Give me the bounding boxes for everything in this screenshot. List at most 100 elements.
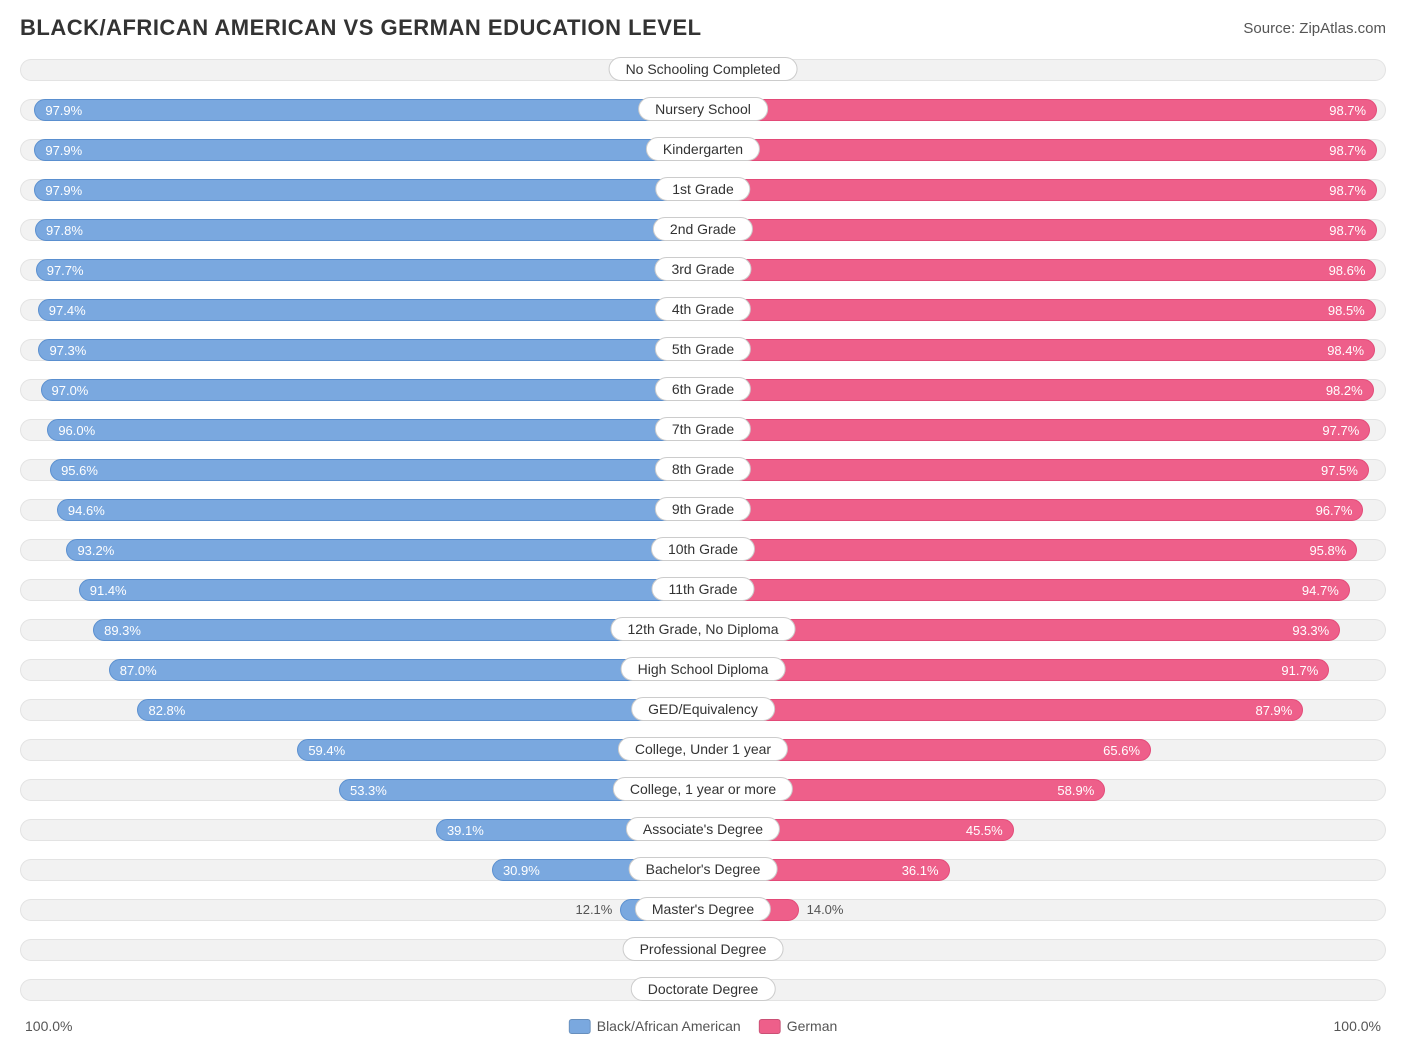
bar-right: 98.4% <box>703 339 1375 361</box>
category-label: Kindergarten <box>646 137 760 161</box>
category-label: Nursery School <box>638 97 768 121</box>
bar-left: 97.4% <box>38 299 703 321</box>
bar-left: 97.3% <box>38 339 703 361</box>
chart-row: 96.0%97.7%7th Grade <box>20 413 1386 447</box>
bar-right: 98.7% <box>703 179 1377 201</box>
bar-right: 98.7% <box>703 139 1377 161</box>
bar-left-value: 97.8% <box>46 223 83 238</box>
legend-item-left: Black/African American <box>569 1018 741 1034</box>
category-label: 1st Grade <box>655 177 750 201</box>
category-label: Bachelor's Degree <box>629 857 778 881</box>
legend-label-left: Black/African American <box>597 1018 741 1034</box>
track-right <box>703 899 1386 921</box>
bar-left: 97.9% <box>34 179 703 201</box>
bar-left: 93.2% <box>66 539 703 561</box>
chart-row: 53.3%58.9%College, 1 year or more <box>20 773 1386 807</box>
bar-right-value: 98.6% <box>1329 263 1366 278</box>
bar-left-value: 97.9% <box>45 103 82 118</box>
bar-right-value: 98.2% <box>1326 383 1363 398</box>
axis-right-max: 100.0% <box>1334 1018 1381 1034</box>
bar-right: 97.5% <box>703 459 1369 481</box>
bar-left: 95.6% <box>50 459 703 481</box>
track-left <box>20 979 703 1001</box>
bar-left-value: 30.9% <box>503 863 540 878</box>
bar-right: 87.9% <box>703 699 1303 721</box>
chart-row: 97.9% 98.7% 1st Grade <box>20 173 1386 207</box>
bar-right: 97.7% <box>703 419 1370 441</box>
chart-row: 82.8%87.9%GED/Equivalency <box>20 693 1386 727</box>
bar-right: 94.7% <box>703 579 1350 601</box>
legend-label-right: German <box>787 1018 838 1034</box>
bar-right-value: 97.5% <box>1321 463 1358 478</box>
track-left <box>20 59 703 81</box>
category-label: Associate's Degree <box>626 817 780 841</box>
category-label: 6th Grade <box>655 377 751 401</box>
chart-row: 97.9%98.7%Kindergarten <box>20 133 1386 167</box>
track-right <box>703 59 1386 81</box>
bar-left: 97.7% <box>36 259 703 281</box>
chart-row: 89.3%93.3%12th Grade, No Diploma <box>20 613 1386 647</box>
chart-row: 12.1%14.0%Master's Degree <box>20 893 1386 927</box>
category-label: 2nd Grade <box>653 217 753 241</box>
bar-right-value: 98.7% <box>1329 223 1366 238</box>
category-label: 8th Grade <box>655 457 751 481</box>
category-label: Doctorate Degree <box>631 977 776 1001</box>
bar-left-value: 94.6% <box>68 503 105 518</box>
category-label: Master's Degree <box>635 897 771 921</box>
track-left <box>20 939 703 961</box>
category-label: 11th Grade <box>651 577 754 601</box>
bar-right-value: 98.7% <box>1329 143 1366 158</box>
bar-left-value: 82.8% <box>148 703 185 718</box>
bar-left-value: 97.9% <box>45 183 82 198</box>
bar-right-value: 98.7% <box>1329 183 1366 198</box>
chart-title: BLACK/AFRICAN AMERICAN VS GERMAN EDUCATI… <box>20 15 702 41</box>
axis-left-max: 100.0% <box>25 1018 72 1034</box>
category-label: 7th Grade <box>655 417 751 441</box>
bar-right-value: 36.1% <box>902 863 939 878</box>
legend-swatch-left <box>569 1019 591 1034</box>
source-name: ZipAtlas.com <box>1299 20 1386 37</box>
chart-row: 95.6% 97.5% 8th Grade <box>20 453 1386 487</box>
bar-right-value: 91.7% <box>1281 663 1318 678</box>
chart-footer: 100.0% Black/African American German 100… <box>15 1013 1391 1034</box>
chart-row: 97.9% 98.7% Nursery School <box>20 93 1386 127</box>
chart-row: 94.6% 96.7% 9th Grade <box>20 493 1386 527</box>
bar-right-value: 98.4% <box>1327 343 1364 358</box>
chart-source: Source: ZipAtlas.com <box>1243 20 1386 37</box>
category-label: 5th Grade <box>655 337 751 361</box>
chart-row: 93.2% 95.8% 10th Grade <box>20 533 1386 567</box>
bar-left: 91.4% <box>79 579 703 601</box>
bar-left-value: 97.4% <box>49 303 86 318</box>
bar-right-value: 45.5% <box>966 823 1003 838</box>
bar-left-value: 87.0% <box>120 663 157 678</box>
bar-right: 98.2% <box>703 379 1374 401</box>
category-label: 9th Grade <box>655 497 751 521</box>
bar-left-value: 93.2% <box>77 543 114 558</box>
bar-left-value: 95.6% <box>61 463 98 478</box>
bar-right-value: 98.7% <box>1329 103 1366 118</box>
bar-right-value: 14.0% <box>807 899 844 921</box>
bar-right: 98.7% <box>703 99 1377 121</box>
bar-right-value: 94.7% <box>1302 583 1339 598</box>
bar-left-value: 97.0% <box>52 383 89 398</box>
bar-left: 94.6% <box>57 499 703 521</box>
bar-right-value: 95.8% <box>1309 543 1346 558</box>
chart-row: 39.1% 45.5% Associate's Degree <box>20 813 1386 847</box>
chart-row: 1.4%1.8%Doctorate Degree <box>20 973 1386 1007</box>
category-label: Professional Degree <box>623 937 784 961</box>
chart-row: 59.4%65.6%College, Under 1 year <box>20 733 1386 767</box>
bar-left-value: 59.4% <box>308 743 345 758</box>
bar-right: 91.7% <box>703 659 1329 681</box>
category-label: High School Diploma <box>621 657 786 681</box>
bar-left-value: 97.3% <box>49 343 86 358</box>
bar-right-value: 93.3% <box>1292 623 1329 638</box>
category-label: College, 1 year or more <box>613 777 793 801</box>
bar-left-value: 89.3% <box>104 623 141 638</box>
chart-row: 87.0% 91.7% High School Diploma <box>20 653 1386 687</box>
bar-right-value: 96.7% <box>1316 503 1353 518</box>
category-label: 10th Grade <box>651 537 755 561</box>
bar-left-value: 39.1% <box>447 823 484 838</box>
bar-right: 95.8% <box>703 539 1357 561</box>
legend-swatch-right <box>759 1019 781 1034</box>
diverging-bar-chart: 2.1%1.4%No Schooling Completed97.9%98.7%… <box>15 53 1391 1007</box>
